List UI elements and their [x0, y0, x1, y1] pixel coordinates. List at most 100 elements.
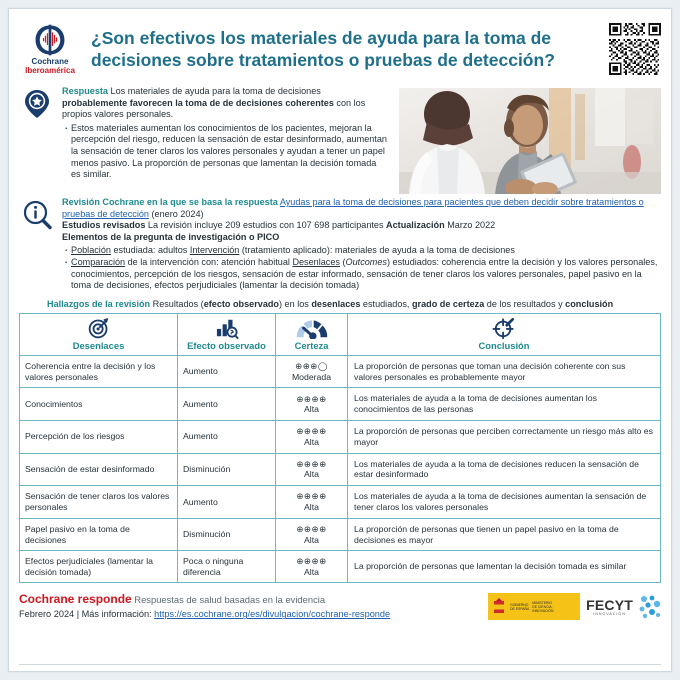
answer-paragraph: Respuesta Los materiales de ayuda para l… — [62, 86, 388, 121]
findings-caption: Hallazgos de la revisión Resultados (efe… — [47, 298, 661, 310]
column-header-label: Desenlaces — [72, 339, 125, 351]
cell-certainty: ⊕⊕⊕⊕ Alta — [275, 419, 348, 454]
table-row: Sensación de tener claros los valores pe… — [19, 485, 661, 519]
review-label: Revisión Cochrane en la que se basa la r… — [62, 197, 278, 207]
review-link[interactable]: Ayudas para la toma de decisiones para p… — [62, 197, 644, 219]
cell-outcome: Sensación de estar desinformado — [19, 452, 178, 487]
spain-coat-of-arms-icon — [494, 597, 505, 613]
gobierno-text: GOBIERNO DE ESPAÑA — [510, 603, 529, 611]
answer-section: Respuesta Los materiales de ayuda para l… — [19, 86, 661, 194]
column-header-certeza: Certeza — [275, 312, 348, 356]
certainty-symbols: ⊕⊕⊕⊕ — [296, 393, 327, 404]
answer-text-bold: probablemente favorecen la toma de de de… — [62, 97, 334, 108]
cell-effect: Aumento — [177, 387, 276, 421]
cell-effect: Aumento — [177, 354, 276, 389]
results-table: Desenlaces Efecto observado — [19, 312, 661, 584]
pico-term: Intervención — [189, 245, 240, 256]
certainty-level: Alta — [304, 436, 319, 447]
column-header-label: Conclusión — [478, 339, 530, 351]
footer-divider — [19, 664, 661, 665]
cell-effect: Aumento — [177, 485, 276, 519]
footer-logos: GOBIERNO DE ESPAÑA MINISTERIO DE CIENCIA… — [488, 593, 661, 621]
gob-line4: DE CIENCIA, — [532, 604, 553, 609]
review-source-line: Revisión Cochrane en la que se basa la r… — [62, 197, 661, 220]
cell-certainty: ⊕⊕⊕⊕ Alta — [275, 387, 348, 421]
review-section: Revisión Cochrane en la que se basa la r… — [19, 197, 661, 292]
answer-text-1: Los materiales de ayuda para la toma de … — [110, 86, 321, 96]
findings-p1: Resultados ( — [150, 298, 204, 309]
certainty-symbols: ⊕⊕⊕⊕ — [296, 556, 327, 567]
target-arrow-icon — [88, 317, 108, 339]
fecyt-wordmark: FECYT — [586, 596, 633, 613]
cell-certainty: ⊕⊕⊕⊕ Alta — [275, 550, 348, 584]
certainty-level: Alta — [304, 534, 319, 545]
pico-italic: Outcomes — [345, 256, 387, 267]
cell-certainty: ⊕⊕⊕⊕ Alta — [275, 485, 348, 519]
table-row: Sensación de estar desinformado Disminuci… — [19, 452, 661, 487]
certainty-symbols: ⊕⊕⊕⊕ — [296, 524, 327, 535]
cell-certainty: ⊕⊕⊕⊕ Alta — [275, 517, 348, 552]
infographic-card: Cochrane Iberoamérica ¿Son efectivos los… — [8, 8, 672, 672]
findings-b4: conclusión — [565, 298, 614, 309]
column-header-label: Efecto observado — [187, 339, 266, 351]
answer-text-block: Respuesta Los materiales de ayuda para l… — [62, 86, 392, 194]
gobierno-espana-logo: GOBIERNO DE ESPAÑA MINISTERIO DE CIENCIA… — [488, 593, 581, 621]
cell-conclusion: La proporción de personas que toman una … — [347, 354, 661, 389]
qr-code-icon[interactable] — [609, 23, 661, 75]
fecyt-tagline: INNOVACIÓN — [593, 611, 626, 616]
map-pin-star-icon — [25, 90, 49, 118]
results-table-body: Coherencia entre la decisión y los valor… — [19, 354, 661, 584]
answer-body: Respuesta Los materiales de ayuda para l… — [62, 86, 661, 194]
cell-conclusion: La proporción de personas que lamentan l… — [347, 550, 661, 584]
footer-brand-line: Cochrane responde Respuestas de salud ba… — [19, 592, 488, 608]
pico-term: Comparación — [71, 256, 126, 267]
footer-brand: Cochrane responde — [19, 592, 132, 607]
footer-more-label: Más información: — [81, 609, 155, 620]
footer-url-link[interactable]: https://es.cochrane.org/es/divulgacion/c… — [154, 609, 391, 620]
list-item: Comparación de la intervención con: aten… — [62, 256, 661, 292]
findings-b3: grado de certeza — [411, 298, 485, 309]
ministerio-text: MINISTERIO DE CIENCIA, INNOVACIÓN — [532, 601, 553, 614]
findings-label: Hallazgos de la revisión — [47, 298, 151, 309]
cell-outcome: Papel pasivo en la toma de decisiones — [19, 517, 178, 552]
review-body: Revisión Cochrane en la que se basa la r… — [62, 197, 661, 292]
update-label: Actualización — [386, 220, 445, 231]
fecyt-logo: FECYT INNOVACIÓN — [586, 598, 633, 616]
footer-meta-line: Febrero 2024 | Más información: https://… — [19, 608, 488, 621]
table-row: Papel pasivo en la toma de decisiones Dis… — [19, 517, 661, 552]
cell-conclusion: La proporción de personas que tienen un … — [347, 517, 661, 552]
certainty-symbols: ⊕⊕⊕⊕ — [296, 426, 327, 437]
certainty-symbols: ⊕⊕⊕⊕ — [296, 458, 327, 469]
page-title: ¿Son efectivos los materiales de ayuda p… — [91, 28, 555, 70]
pico-text: de la intervención con: atención habitua… — [125, 256, 293, 267]
review-date: (enero 2024) — [148, 208, 204, 219]
answer-text-2: con los propios valores personales. — [62, 97, 366, 120]
gob-line5: INNOVACIÓN — [532, 608, 554, 613]
cochrane-logo-icon — [35, 24, 65, 56]
findings-p4: de los resultados y — [484, 298, 566, 309]
cell-effect: Poca o ninguna diferencia — [177, 550, 276, 584]
table-row: Percepción de los riesgos Aumento ⊕⊕⊕⊕ Alta… — [19, 419, 661, 454]
review-icon-wrap — [19, 197, 55, 292]
answer-label: Respuesta — [62, 86, 108, 96]
studies-label: Estudios revisados — [62, 220, 146, 231]
gob-line2: DE ESPAÑA — [510, 606, 530, 611]
pico-list: Población estudiada: adultos Intervenció… — [62, 244, 661, 292]
studies-text: La revisión incluye 209 estudios con 107… — [147, 220, 384, 231]
cell-effect: Disminución — [177, 452, 276, 487]
pico-text: estudiada: adultos — [110, 245, 190, 256]
footer: Cochrane responde Respuestas de salud ba… — [19, 588, 661, 621]
certainty-level: Alta — [304, 469, 319, 480]
findings-b2: desenlaces — [311, 298, 361, 309]
pico-term: Población — [71, 245, 111, 256]
fecyt-dots-icon — [639, 595, 661, 619]
table-row: Efectos perjudiciales (lamentar la decis… — [19, 550, 661, 584]
crosshair-pin-icon — [492, 317, 515, 339]
pico-text: (tratamiento aplicado): materiales de ay… — [239, 245, 515, 256]
column-header-conclusion: Conclusión — [347, 312, 661, 356]
doctor-patient-consultation-photo — [399, 88, 661, 194]
table-header-row: Desenlaces Efecto observado — [19, 312, 661, 356]
cell-outcome: Sensación de tener claros los valores pe… — [19, 485, 178, 519]
magnifier-info-icon — [23, 200, 52, 230]
cell-effect: Disminución — [177, 517, 276, 552]
